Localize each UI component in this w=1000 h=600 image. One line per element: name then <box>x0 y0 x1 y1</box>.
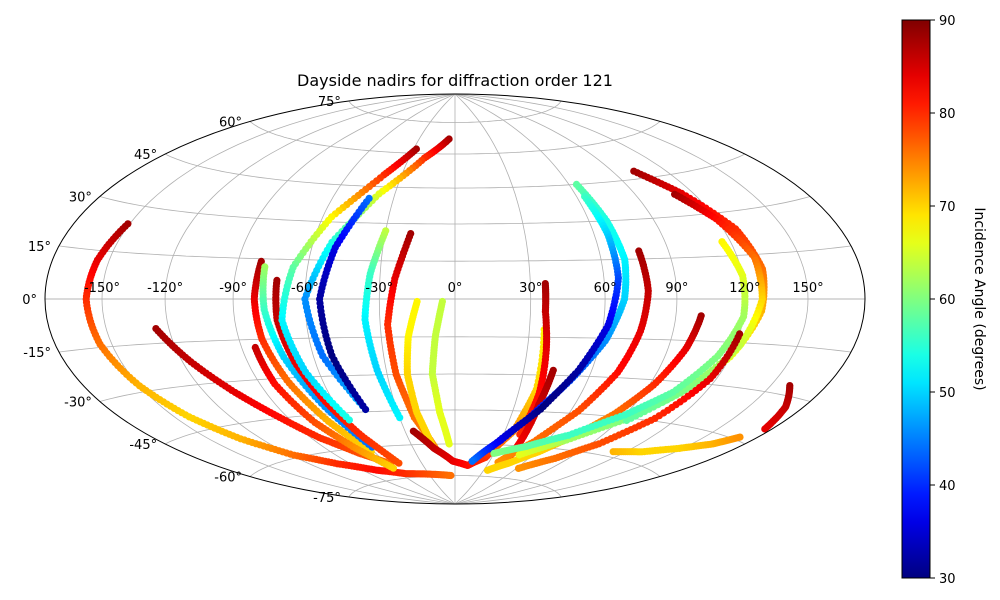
longitude-tick-label: -120° <box>147 281 183 296</box>
longitude-tick-label: 120° <box>729 281 760 296</box>
colorbar: 30 40 50 60 70 80 90 Incidence Angle (degrees) <box>901 14 987 587</box>
colorbar-tick-label: 70 <box>939 200 956 215</box>
latitude-tick-label: -45° <box>129 438 157 453</box>
latitude-tick-labels: 75° 60° 45° 30° 15° 0° -15° -30° -45° -60° -75° <box>22 95 341 506</box>
latitude-tick-label: 15° <box>28 240 51 255</box>
latitude-tick-label: 60° <box>219 116 242 131</box>
colorbar-tick-label: 40 <box>939 479 956 494</box>
latitude-tick-label: 45° <box>134 148 157 163</box>
data-point <box>736 433 744 441</box>
latitude-tick-label: -15° <box>23 346 51 361</box>
longitude-tick-label: 30° <box>519 281 542 296</box>
latitude-tick-label: -60° <box>214 471 242 486</box>
longitude-gridline <box>454 94 809 504</box>
colorbar-tick-label: 80 <box>939 107 956 122</box>
data-points <box>82 135 794 480</box>
colorbar-tick-label: 60 <box>939 293 956 308</box>
colorbar-label: Incidence Angle (degrees) <box>971 207 987 390</box>
longitude-tick-label: 150° <box>792 281 823 296</box>
latitude-tick-label: 30° <box>69 191 92 206</box>
data-point <box>362 405 370 414</box>
data-point <box>468 457 476 465</box>
data-point <box>445 440 453 448</box>
data-point <box>483 466 492 474</box>
longitude-tick-label: 0° <box>448 281 463 296</box>
data-point <box>447 471 455 480</box>
data-point <box>389 464 397 472</box>
latitude-tick-label: -30° <box>64 396 92 411</box>
latitude-tick-label: 75° <box>318 95 341 110</box>
colorbar-tick-label: 50 <box>939 386 956 401</box>
longitude-gridline <box>232 94 456 504</box>
latitude-tick-label: 0° <box>22 293 37 308</box>
colorbar-ticks: 30 40 50 60 70 80 90 <box>930 14 956 587</box>
data-point <box>345 416 353 424</box>
data-point <box>515 451 523 459</box>
longitude-tick-label: -150° <box>84 281 120 296</box>
colorbar-tick-label: 30 <box>939 572 956 587</box>
data-point <box>396 414 404 422</box>
longitude-tick-label: -30° <box>365 281 393 296</box>
longitude-tick-label: -60° <box>291 281 319 296</box>
data-point <box>395 459 403 467</box>
longitude-tick-label: -90° <box>219 281 247 296</box>
longitude-tick-label: 90° <box>665 281 688 296</box>
colorbar-gradient <box>901 19 931 579</box>
graticule <box>45 94 865 504</box>
latitude-tick-label: -75° <box>313 491 341 506</box>
longitude-tick-labels: -150° -120° -90° -60° -30° 0° 30° 60° 90° 120° 150… <box>84 281 824 296</box>
colorbar-tick-label: 90 <box>939 14 956 29</box>
longitude-tick-label: 60° <box>594 281 617 296</box>
longitude-gridline <box>101 94 456 504</box>
data-point <box>514 464 523 472</box>
chart-title: Dayside nadirs for diffraction order 121 <box>297 71 613 90</box>
data-point <box>490 449 498 457</box>
